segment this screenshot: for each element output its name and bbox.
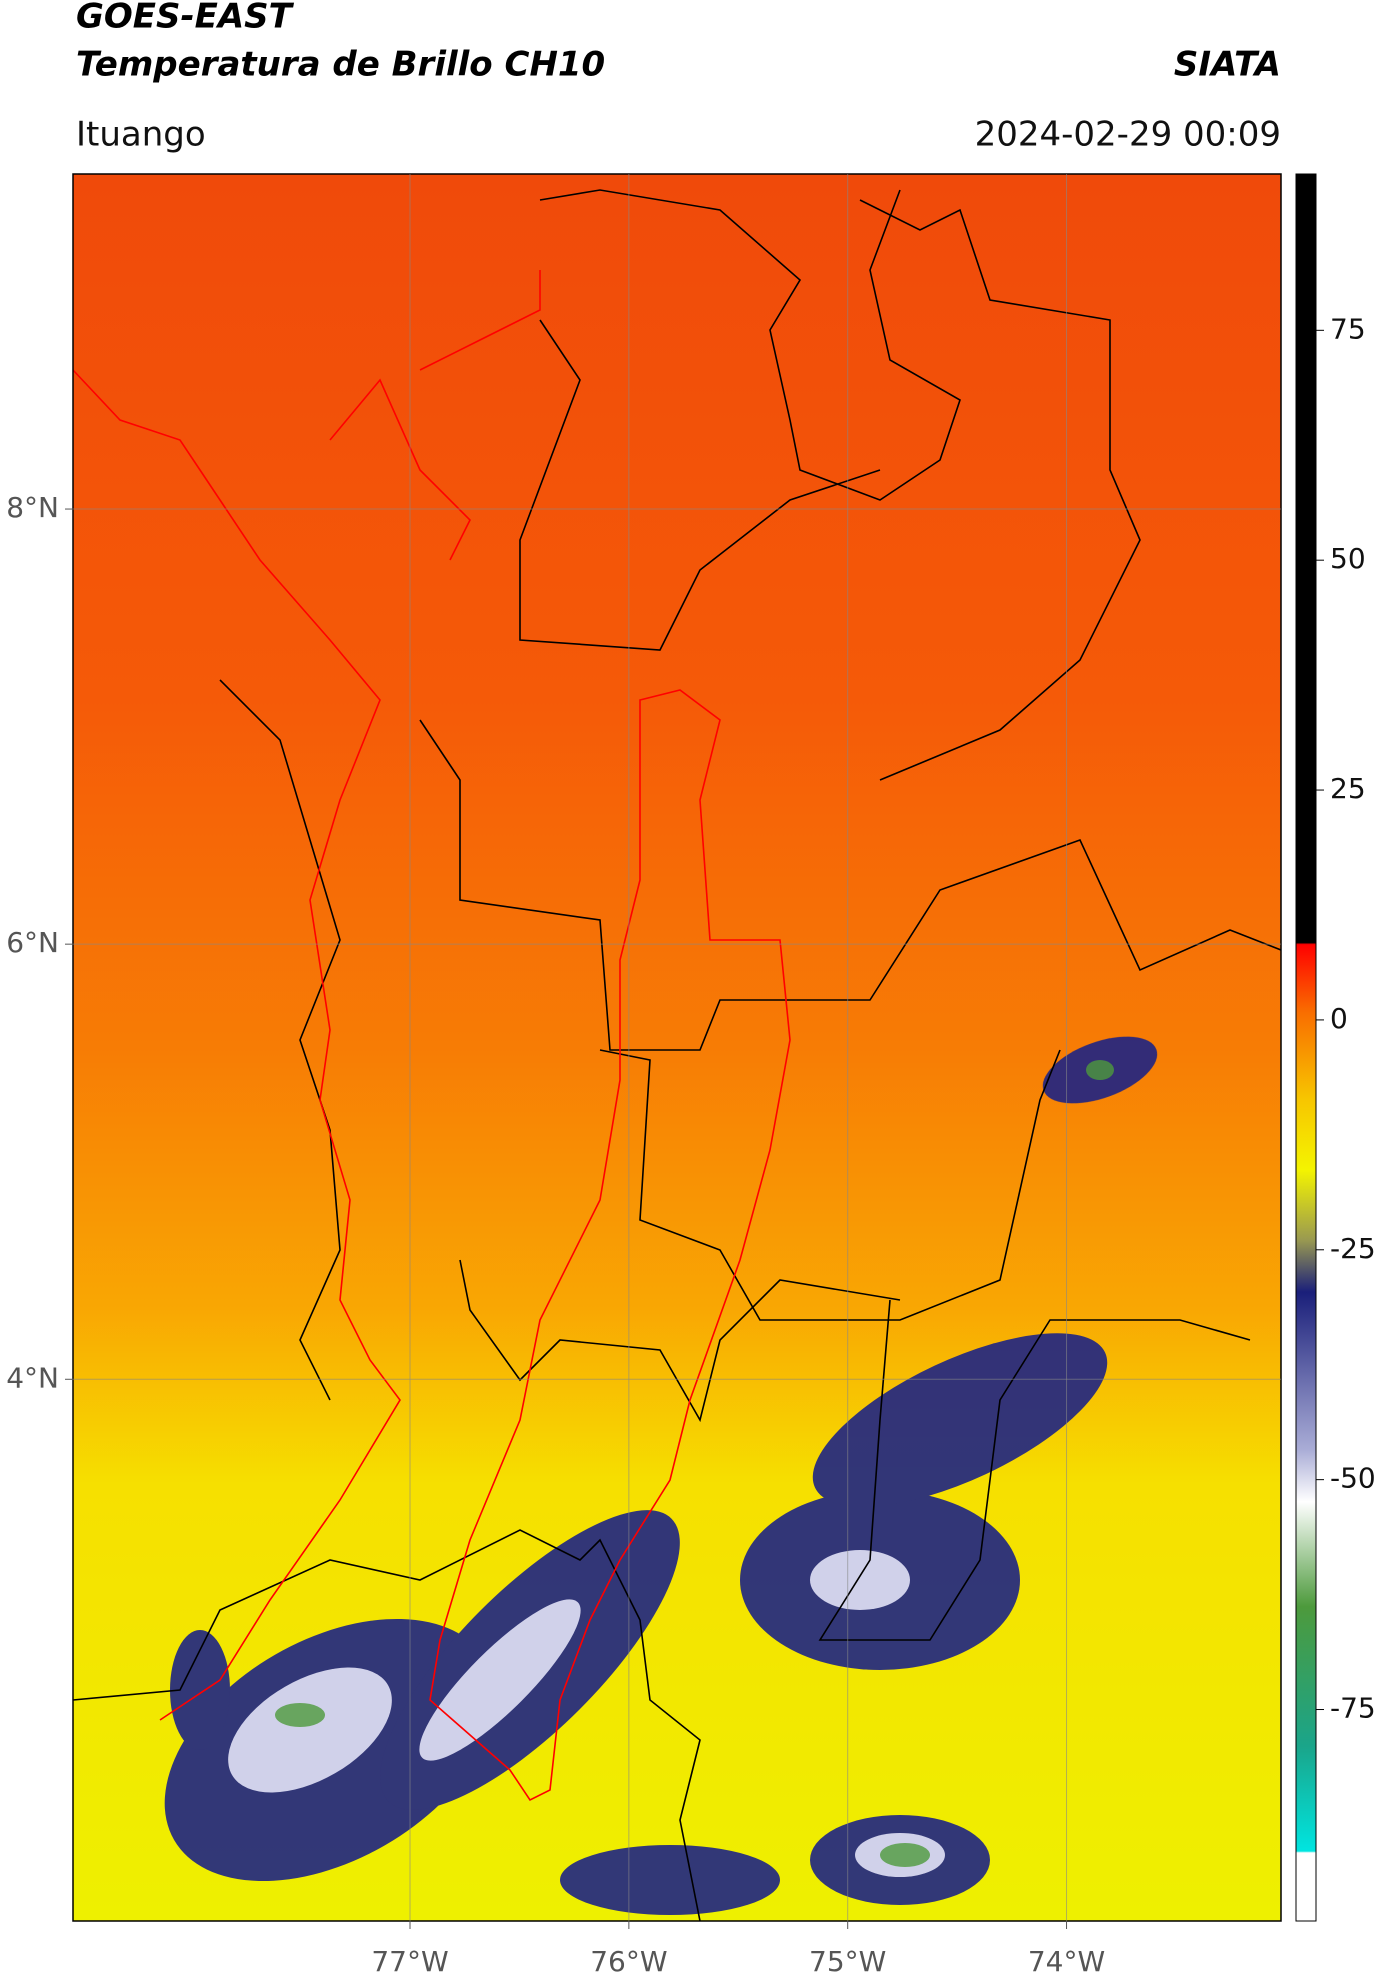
colorbar-tick-label: -75 (1330, 1692, 1376, 1725)
source: SIATA (1174, 45, 1281, 85)
colorbar-tick-label: 25 (1330, 772, 1366, 805)
colorbar-tick-label: 75 (1330, 312, 1366, 345)
colorbar-tick-label: 50 (1330, 542, 1366, 575)
y-tick-label: 4°N (6, 1361, 59, 1394)
colorbar-tick-label: -25 (1330, 1232, 1376, 1265)
y-tick-label: 8°N (6, 491, 59, 524)
y-tick-label: 6°N (6, 926, 59, 959)
colorbar-tick-label: 0 (1330, 1002, 1348, 1035)
colorbar (1295, 173, 1317, 1922)
map-frame (72, 173, 1282, 1922)
colorbar-tick-label: -50 (1330, 1462, 1376, 1495)
x-tick-label: 76°W (590, 1945, 667, 1978)
subtitle: Temperatura de Brillo CH10 (76, 45, 605, 85)
title: GOES-EAST (76, 0, 295, 37)
x-tick-label: 75°W (809, 1945, 886, 1978)
x-tick-label: 77°W (371, 1945, 448, 1978)
x-tick-label: 74°W (1028, 1945, 1105, 1978)
datetime: 2024-02-29 00:09 (975, 115, 1281, 155)
location: Ituango (76, 115, 206, 155)
map-field (73, 174, 1281, 1921)
